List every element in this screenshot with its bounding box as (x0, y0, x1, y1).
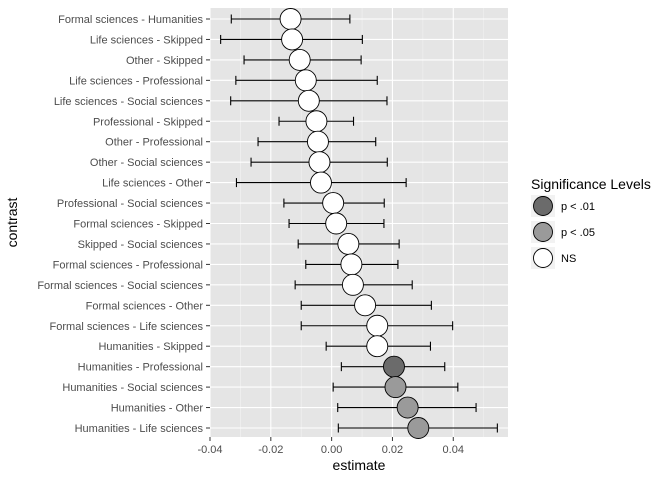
y-tick-label: Other - Professional (105, 137, 203, 149)
x-tick-label: 0.04 (443, 444, 464, 456)
legend: Significance Levels p < .01 p < .05 NS (531, 176, 651, 269)
data-point (281, 28, 304, 51)
data-point (308, 151, 331, 174)
y-tick-label: Life sciences - Other (102, 178, 203, 190)
y-tick-label: Formal sciences - Professional (53, 259, 203, 271)
x-tick-label: 0.00 (321, 444, 342, 456)
y-tick-label: Professional - Social sciences (57, 198, 204, 210)
data-point (407, 417, 430, 439)
data-point (337, 232, 360, 255)
legend-key-ns (533, 248, 553, 268)
errorbars (220, 14, 498, 433)
y-tick-label: Humanities - Skipped (98, 341, 203, 353)
y-tick-label: Formal sciences - Humanities (58, 14, 203, 26)
data-point (297, 89, 320, 112)
data-point (366, 335, 389, 358)
plot-panel (210, 8, 508, 437)
y-tick-label: Formal sciences - Skipped (73, 219, 203, 231)
legend-key-p01 (533, 196, 553, 216)
points (279, 8, 430, 439)
data-point (384, 376, 407, 399)
x-tick-label: 0.02 (382, 444, 403, 456)
y-tick-label: Life sciences - Professional (69, 75, 203, 87)
x-axis-title: estimate (333, 457, 386, 473)
legend-label-p05: p < .05 (561, 227, 595, 239)
y-axis: Formal sciences - Humanities Life science… (37, 14, 210, 435)
y-tick-label: Life sciences - Skipped (90, 34, 203, 46)
data-point (341, 273, 364, 296)
legend-label-ns: NS (561, 253, 576, 265)
data-point (306, 130, 329, 153)
data-point (325, 212, 348, 235)
data-point (322, 192, 345, 215)
data-point (279, 8, 302, 30)
data-point (310, 171, 332, 194)
y-tick-label: Humanities - Professional (78, 362, 203, 374)
y-tick-label: Humanities - Life sciences (75, 423, 204, 435)
legend-label-p01: p < .01 (561, 201, 595, 213)
data-point (305, 110, 328, 133)
data-point (294, 69, 317, 92)
y-tick-label: Other - Social sciences (90, 157, 204, 169)
data-point (340, 253, 363, 276)
legend-title: Significance Levels (531, 176, 651, 192)
y-tick-label: Professional - Skipped (93, 116, 203, 128)
data-point (396, 396, 419, 419)
y-axis-title: contrast (4, 197, 20, 247)
y-tick-label: Formal sciences - Life sciences (50, 321, 204, 333)
y-tick-label: Formal sciences - Other (86, 300, 204, 312)
y-tick-label: Life sciences - Social sciences (54, 96, 204, 108)
x-axis: -0.04 -0.02 0.00 0.02 0.04 (197, 437, 464, 456)
y-tick-label: Other - Skipped (126, 55, 203, 67)
x-tick-label: -0.04 (197, 444, 222, 456)
y-tick-label: Formal sciences - Social sciences (37, 280, 203, 292)
y-tick-label: Humanities - Social sciences (62, 382, 203, 394)
data-point (366, 314, 389, 337)
legend-key-p05 (533, 222, 553, 242)
data-point (288, 48, 311, 71)
y-tick-label: Skipped - Social sciences (78, 239, 204, 251)
data-point (354, 294, 377, 317)
x-tick-label: -0.02 (258, 444, 283, 456)
y-tick-label: Humanities - Other (111, 403, 204, 415)
data-point (383, 355, 405, 378)
